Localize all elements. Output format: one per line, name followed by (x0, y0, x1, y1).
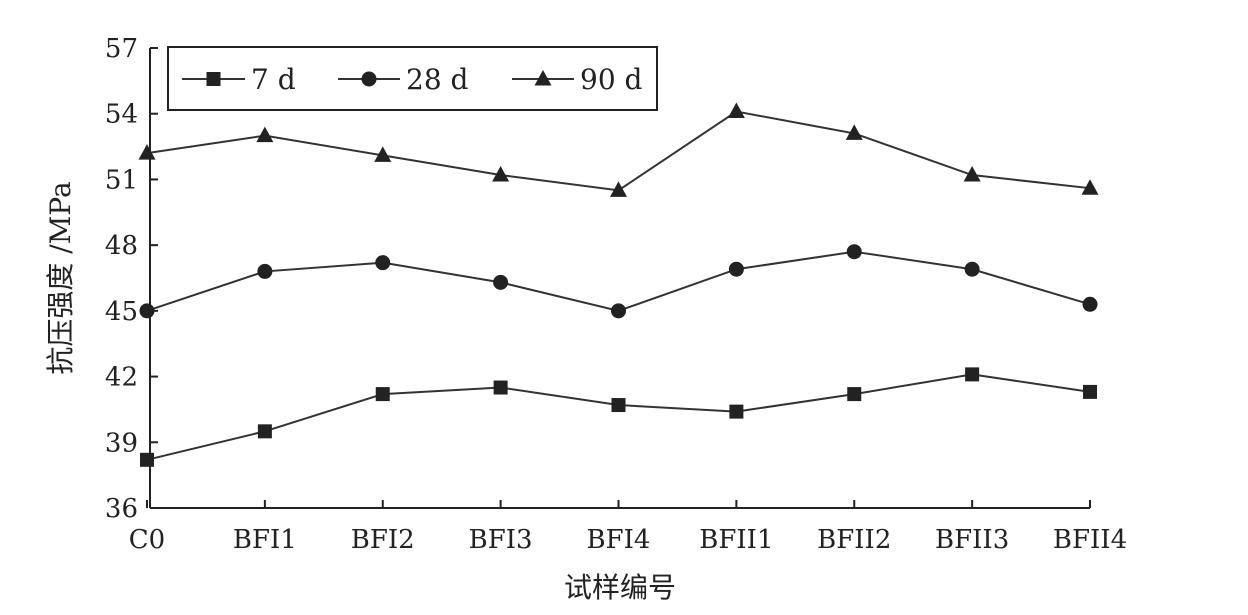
x-tick-label: BFII3 (935, 525, 1009, 555)
series-line (146, 250, 1091, 312)
data-point (375, 387, 390, 402)
data-point (138, 144, 156, 160)
data-point (492, 166, 510, 182)
series-7d (140, 367, 1097, 467)
y-tick-label: 39 (105, 428, 138, 458)
x-tick-label: BFII4 (1053, 525, 1127, 555)
y-tick-label: 57 (105, 34, 138, 64)
series-line (146, 110, 1091, 192)
data-point (610, 181, 627, 197)
data-point (493, 274, 509, 290)
legend-marker (361, 71, 377, 87)
data-point (963, 166, 981, 182)
data-point (729, 404, 744, 419)
data-point (1082, 296, 1098, 312)
x-tick-label: BFI4 (587, 525, 651, 555)
x-tick-label: BFII2 (817, 525, 891, 555)
y-tick-label: 36 (105, 494, 138, 524)
legend-item: 28 d (338, 63, 469, 96)
data-point (375, 255, 391, 271)
data-point (1083, 384, 1097, 399)
x-tick-label: C0 (129, 525, 165, 555)
data-point (257, 263, 273, 279)
legend-label: 90 d (580, 63, 643, 96)
data-point (256, 126, 274, 143)
data-point (728, 261, 744, 277)
x-tick-label: BFI1 (233, 525, 297, 555)
data-point (964, 261, 980, 277)
legend: 7 d 28 d 90 d (167, 46, 658, 111)
legend-marker (534, 70, 552, 86)
series-90d (138, 102, 1099, 197)
legend-label: 7 d (251, 63, 296, 96)
axes-group: 36 39 42 45 48 51 54 57 C0 BFI1 BFI2 BFI3 BFI4 BFII1 B… (44, 34, 1127, 604)
x-tick-label: BFII1 (699, 525, 773, 555)
data-point (140, 452, 154, 467)
y-axis-title: 抗压强度 /MPa (44, 181, 77, 374)
series-28d (139, 244, 1098, 319)
series-layer (138, 102, 1099, 467)
data-point (257, 424, 272, 439)
legend-box (167, 46, 658, 111)
y-tick-label: 48 (105, 231, 138, 261)
data-point (727, 102, 745, 119)
data-point (847, 387, 862, 402)
x-axis-title: 试样编号 (564, 571, 676, 604)
y-tick-label: 54 (105, 100, 138, 130)
x-tick-label: BFI3 (469, 525, 533, 555)
y-tick-label: 45 (105, 297, 138, 327)
data-point (611, 303, 626, 319)
data-point (1081, 179, 1099, 195)
legend-marker (206, 72, 221, 86)
series-line (146, 373, 1091, 461)
data-point (139, 303, 155, 319)
data-point (493, 380, 508, 395)
data-point (374, 146, 392, 162)
x-tick-label: BFI2 (351, 525, 415, 555)
legend-label: 28 d (406, 63, 469, 96)
y-tick-label: 51 (105, 165, 138, 195)
data-point (845, 124, 863, 140)
data-point (965, 367, 980, 382)
data-point (611, 398, 626, 413)
y-tick-label: 42 (105, 363, 138, 393)
legend-item: 90 d (512, 63, 643, 96)
data-point (846, 244, 862, 260)
legend-item: 7 d (182, 63, 296, 96)
